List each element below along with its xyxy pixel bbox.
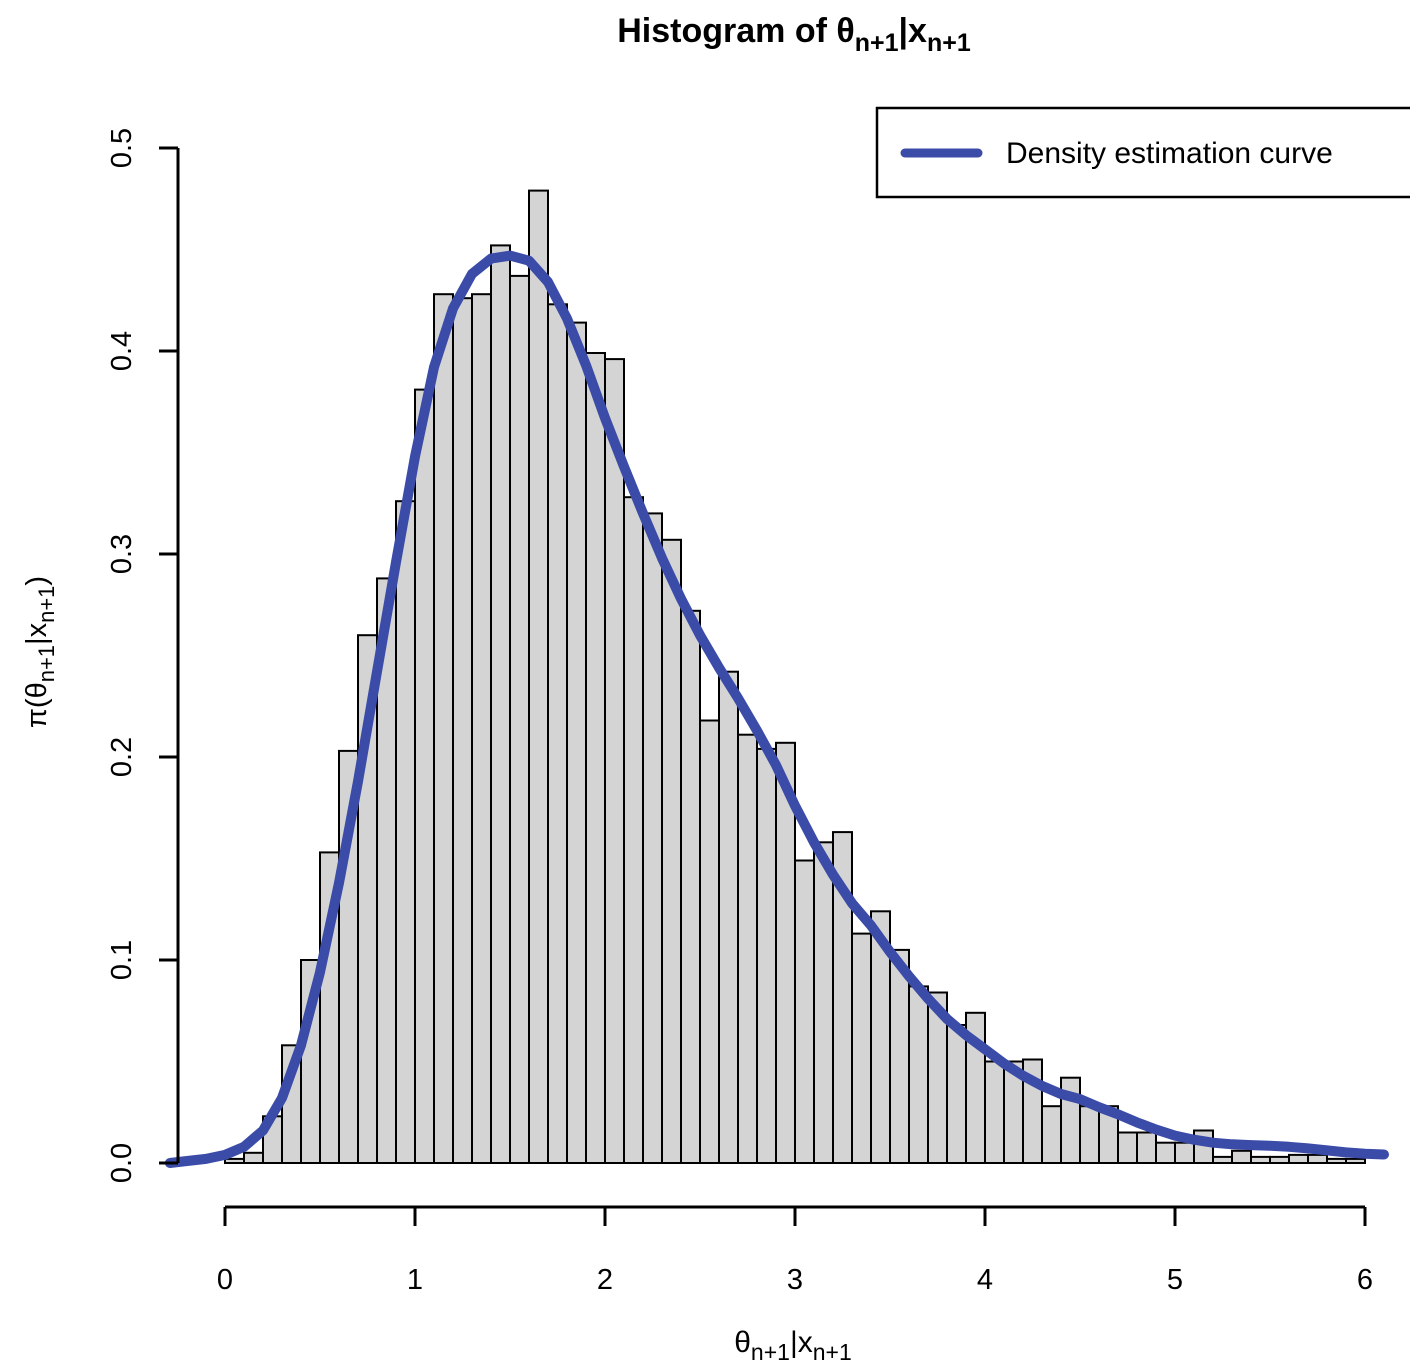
histogram-bar — [604, 358, 625, 1165]
histogram-bar — [851, 932, 872, 1164]
histogram-bar — [395, 500, 416, 1164]
histogram-bar — [509, 274, 530, 1164]
histogram-bar — [1345, 1157, 1366, 1165]
histogram-bars — [224, 189, 1366, 1165]
histogram-bar — [224, 1157, 245, 1165]
chart-title-main: |x — [899, 12, 928, 50]
histogram-bar — [414, 388, 435, 1165]
histogram-bar — [1231, 1149, 1252, 1165]
x-tick-label: 5 — [1167, 1264, 1183, 1296]
y-axis-label: π(θn+1|xn+1) — [21, 576, 59, 728]
histogram-bar — [1288, 1153, 1309, 1165]
histogram-bar — [1117, 1131, 1138, 1164]
chart-title-subscript: n+1 — [927, 29, 971, 57]
histogram-bar — [243, 1151, 264, 1165]
histogram-bar — [946, 1024, 967, 1164]
density-curve-line — [164, 250, 1389, 1168]
histogram-bar — [1250, 1155, 1271, 1165]
x-axis: 0 1 2 3 4 5 6 — [217, 1205, 1373, 1296]
histogram-bar — [813, 841, 834, 1164]
x-axis-label-main: |x — [790, 1326, 813, 1359]
histogram-bar — [756, 747, 777, 1165]
histogram-bar — [1326, 1157, 1347, 1165]
x-tick-label: 4 — [977, 1264, 993, 1296]
x-axis-label: θn+1|xn+1 — [734, 1326, 852, 1365]
y-axis-label-subscript: n+1 — [34, 586, 59, 623]
histogram-bar — [1269, 1155, 1290, 1165]
histogram-bar — [1307, 1153, 1328, 1165]
histogram-bar — [528, 189, 549, 1165]
y-axis-label-subscript: n+1 — [34, 645, 59, 682]
histogram-bar — [585, 352, 606, 1164]
y-axis-label-main: |x — [21, 622, 53, 645]
histogram-bar — [661, 538, 682, 1164]
legend: Density estimation curve — [875, 106, 1410, 199]
legend-label: Density estimation curve — [1006, 137, 1333, 170]
histogram-bar — [566, 321, 587, 1165]
histogram-bar — [680, 609, 701, 1164]
x-tick-label: 0 — [217, 1264, 233, 1296]
x-axis-label-subscript: n+1 — [751, 1339, 790, 1365]
x-tick-label: 2 — [597, 1264, 613, 1296]
histogram-bar — [794, 859, 815, 1164]
histogram-bar — [471, 293, 492, 1164]
y-tick-label: 0.3 — [106, 534, 138, 574]
x-tick-label: 6 — [1357, 1264, 1373, 1296]
histogram-bar — [623, 496, 644, 1164]
histogram-bar — [1174, 1141, 1195, 1164]
histogram-bar — [718, 670, 739, 1164]
x-axis-label-subscript: n+1 — [813, 1339, 852, 1365]
x-axis-label-main: θ — [734, 1326, 751, 1359]
histogram-bar — [1079, 1105, 1100, 1164]
histogram-bar — [452, 297, 473, 1164]
histogram-bar — [1155, 1141, 1176, 1164]
y-tick-label: 0.4 — [106, 331, 138, 371]
histogram-bar — [642, 512, 663, 1164]
histogram-bar — [547, 303, 568, 1164]
histogram-bar — [737, 733, 758, 1164]
histogram-bar — [433, 293, 454, 1164]
chart-title: Histogram of θn+1|xn+1 — [617, 12, 971, 57]
histogram-bar — [699, 719, 720, 1164]
y-tick-label: 0.2 — [106, 737, 138, 777]
y-axis: 0.0 0.1 0.2 0.3 0.4 0.5 — [106, 128, 180, 1183]
y-tick-label: 0.0 — [106, 1143, 138, 1183]
x-tick-label: 1 — [407, 1264, 423, 1296]
legend-box — [875, 106, 1410, 199]
y-tick-label: 0.1 — [106, 940, 138, 980]
density-curve — [164, 250, 1389, 1168]
histogram-bar — [889, 948, 910, 1165]
y-axis-label-main: π(θ — [21, 682, 53, 728]
chart-title-main: Histogram of θ — [617, 12, 855, 50]
histogram-bar — [1212, 1155, 1233, 1165]
x-tick-label: 3 — [787, 1264, 803, 1296]
histogram-bar — [1136, 1131, 1157, 1164]
histogram-bar — [908, 985, 929, 1165]
histogram-bar — [984, 1060, 1005, 1164]
histogram-bar — [490, 244, 511, 1164]
y-axis-label-main: ) — [21, 576, 53, 586]
y-tick-label: 0.5 — [106, 128, 138, 168]
histogram-bar — [1041, 1105, 1062, 1164]
chart-title-subscript: n+1 — [855, 29, 899, 57]
